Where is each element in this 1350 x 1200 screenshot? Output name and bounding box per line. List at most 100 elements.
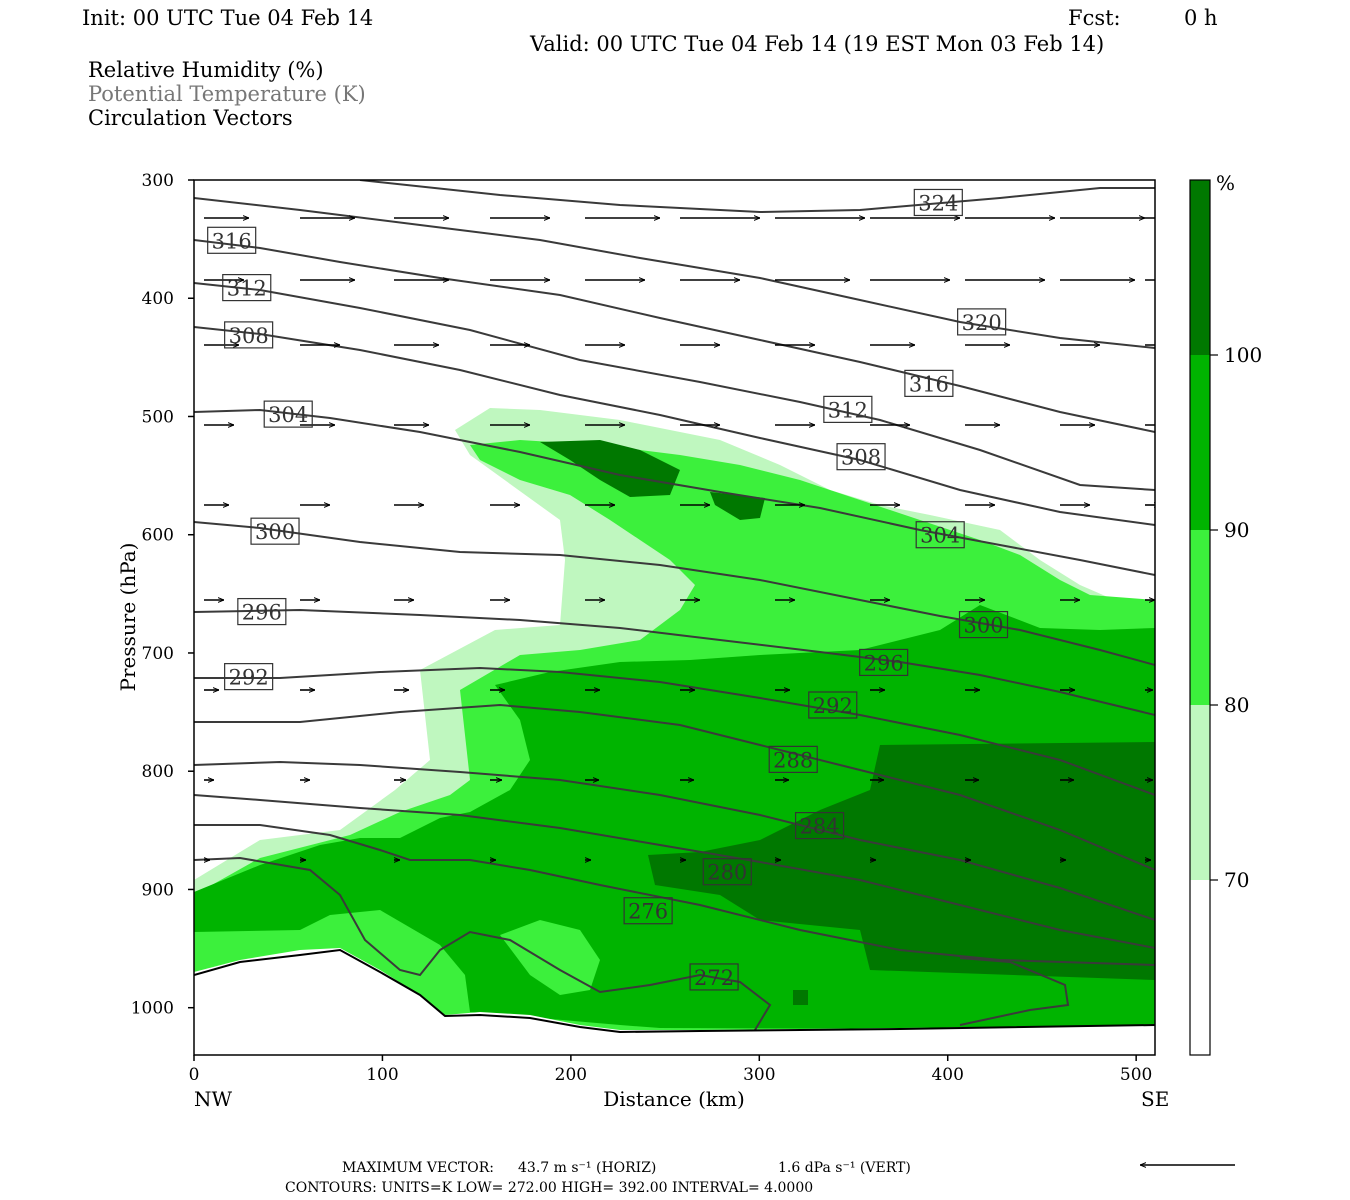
y-tick-label: 800 [142,762,174,782]
contour-label-box [904,369,954,397]
contour-label: 292 [224,663,274,691]
theta-300 [194,521,1155,666]
y-tick-label: 700 [142,644,174,664]
max-vector-horiz: 43.7 m s⁻¹ (HORIZ) [518,1160,656,1176]
theta-304 [194,408,1155,576]
contour-label-text: 280 [707,861,747,885]
contour-label-box [623,897,673,925]
x-axis: 0 100 200 300 400 500 [189,1055,1152,1085]
contour-label-text: 320 [962,311,1002,335]
contour-label: 272 [689,963,739,991]
theta-280 [194,794,1155,949]
contour-label: 292 [808,691,858,719]
colorbar-tick-label: 100 [1224,343,1262,367]
contour-label: 296 [859,648,909,677]
colorbar-tick-label: 80 [1224,693,1249,717]
theta-284 [194,760,1155,921]
contour-label: 316 [207,226,257,254]
left-end-label: NW [194,1087,233,1111]
theta-312 [194,282,1155,491]
contour-label-box [689,963,739,991]
colorbar-tick-label: 70 [1224,868,1249,892]
y-tick-label: 300 [142,171,174,191]
theta-272 [194,856,1070,1031]
x-tick-label: 300 [743,1065,775,1085]
contour-label-box [915,521,965,549]
y-axis: 300 400 500 600 700 800 900 1000 [131,171,194,1019]
contour-label-text: 316 [212,229,252,253]
contour-label: 312 [823,395,873,423]
y-tick-label: 600 [142,526,174,546]
theta-316 [194,239,1155,433]
contour-label: 304 [263,400,313,428]
rh-80-pocket [500,920,600,995]
theta-320 [194,197,1155,349]
colorbar: 70 80 90 100% [1189,171,1262,1056]
contour-label-text: 296 [242,601,282,625]
ground-surface-line [194,948,1155,1034]
contour-label-box [224,321,274,349]
contour-label-box [263,400,313,428]
contour-label-text: 308 [841,446,881,470]
contour-label: 308 [836,443,886,471]
theta-288 [194,703,1155,871]
contour-label-box [222,274,272,302]
contour-label-text: 276 [628,900,668,924]
plot-frame [193,179,1156,1056]
circulation-vectors [204,218,1155,860]
contour-label: 300 [250,517,300,545]
contour-label: 312 [222,274,272,302]
rh-100-dot [793,990,808,1005]
contour-label: 276 [623,897,673,925]
theta-292 [194,666,1155,796]
contour-label-text: 304 [268,403,308,427]
rh-100-region [648,742,1155,980]
y-tick-label: 1000 [131,999,174,1019]
colorbar-swatch [1190,530,1210,705]
contour-label: 320 [957,308,1007,336]
contour-label-box [224,663,274,691]
colorbar-swatch [1190,705,1210,880]
contour-label-box [808,691,858,719]
legend-potential-temperature: Potential Temperature (K) [88,82,366,106]
max-vector-label: MAXIMUM VECTOR: [342,1160,494,1176]
contour-label-text: 308 [229,324,269,348]
colorbar-unit: % [1216,171,1235,195]
x-tick-label: 200 [555,1065,587,1085]
rh-100-upper-patch [540,440,680,497]
contour-label: 296 [237,597,287,626]
right-end-label: SE [1141,1087,1169,1111]
x-tick-label: 400 [931,1065,963,1085]
contour-label-text: 288 [773,748,813,772]
contour-label-box [794,812,845,840]
max-vector-vert: 1.6 dPa s⁻¹ (VERT) [778,1160,911,1176]
contour-label: 316 [904,369,954,397]
contour-label-text: 300 [255,520,295,544]
contour-label: 284 [794,812,845,840]
contour-label-box [237,597,287,626]
y-axis-label: Pressure (hPa) [116,543,140,692]
contour-label-box [207,226,257,254]
contour-label: 308 [224,321,274,349]
contour-label: 304 [915,521,965,549]
theta-276 [194,824,1155,966]
forecast-hour-value: 0 h [1184,6,1218,30]
contour-label-text: 312 [828,398,868,422]
contour-label-box [913,188,963,217]
x-tick-label: 100 [366,1065,398,1085]
contour-label-text: 300 [963,614,1003,638]
contour-label-text: 304 [920,524,960,548]
contour-label-box [768,745,818,773]
contour-label-box [836,443,886,471]
contour-label-text: 324 [918,191,958,215]
colorbar-frame [1189,179,1211,1056]
theta-324 [359,180,1155,214]
contour-label-text: 292 [229,666,269,690]
contour-label-box [958,610,1009,639]
colorbar-swatch [1190,880,1210,1055]
contour-label-box [823,395,873,423]
colorbar-swatch [1190,180,1210,355]
contour-label-box [957,308,1007,336]
contour-label: 300 [958,610,1009,639]
contour-labels: 324 316 312 308 304 320 316 312 308 300 304 296 300 2… [207,188,1009,991]
